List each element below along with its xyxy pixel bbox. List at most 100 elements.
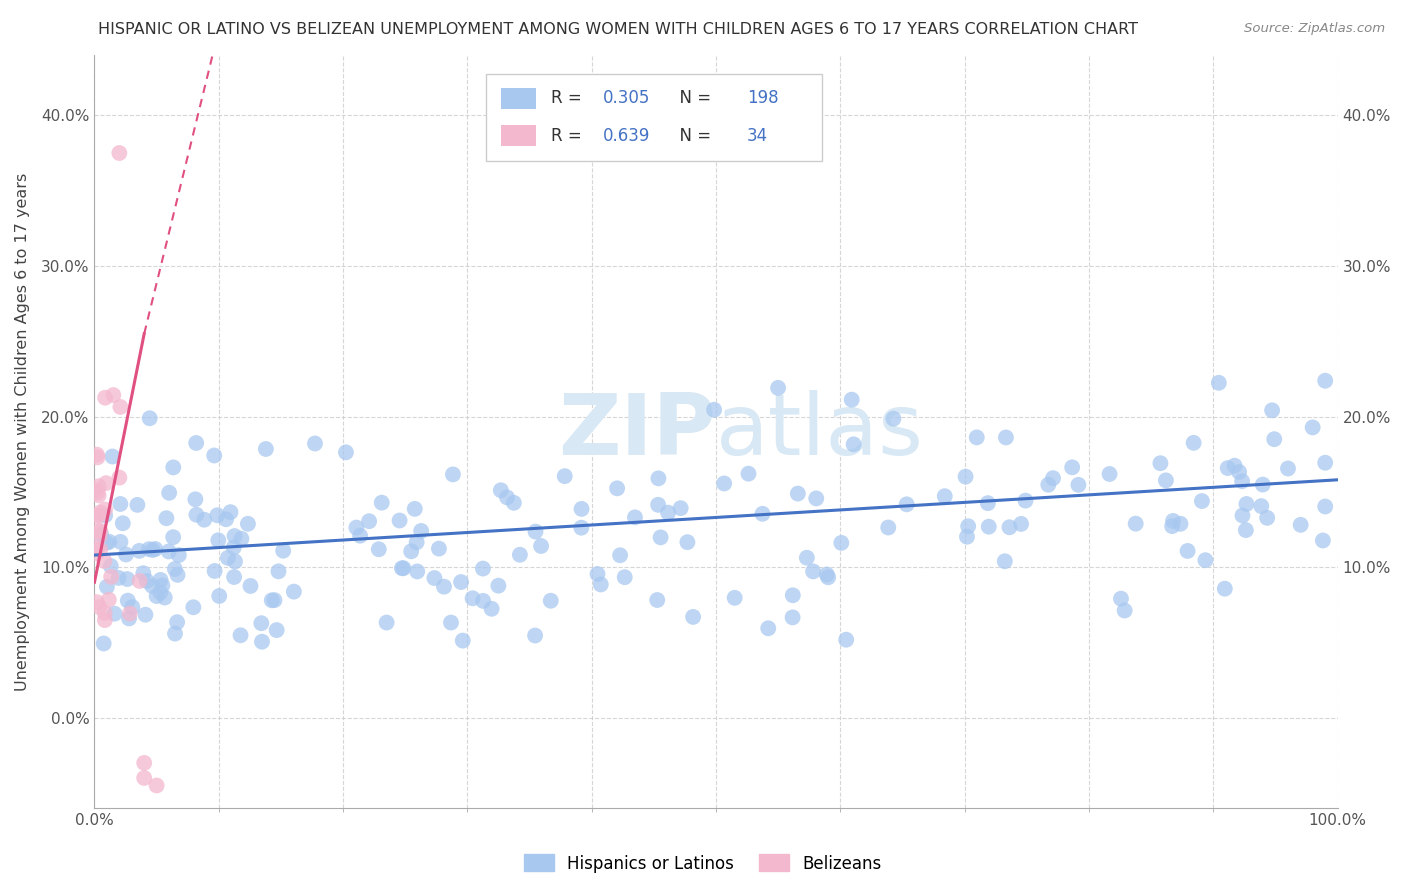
Point	[94, 476, 117, 491]
Point	[782, 588, 804, 602]
Point	[524, 524, 547, 539]
Point	[153, 591, 176, 605]
Point	[86, 485, 108, 500]
Point	[650, 530, 672, 544]
Point	[107, 571, 129, 585]
Point	[713, 476, 735, 491]
Point	[737, 467, 759, 481]
Point	[96, 580, 118, 594]
Point	[86, 595, 108, 609]
Point	[586, 566, 609, 581]
Point	[496, 491, 519, 505]
Point	[101, 450, 124, 464]
Point	[509, 548, 531, 562]
Point	[751, 507, 773, 521]
Point	[157, 485, 180, 500]
Point	[1014, 493, 1036, 508]
Point	[207, 508, 229, 523]
Point	[166, 615, 188, 630]
Point	[1170, 516, 1192, 531]
Text: 198: 198	[747, 89, 779, 107]
Point	[207, 533, 229, 548]
Point	[613, 570, 636, 584]
Point	[141, 579, 163, 593]
Point	[766, 381, 789, 395]
Point	[1098, 467, 1121, 481]
Point	[877, 520, 900, 534]
Text: 0.639: 0.639	[603, 127, 651, 145]
Point	[96, 536, 118, 550]
Point	[756, 621, 779, 635]
Point	[359, 514, 381, 528]
Point	[224, 570, 246, 584]
Point	[472, 594, 495, 608]
Point	[94, 508, 117, 523]
Point	[934, 489, 956, 503]
Point	[215, 512, 238, 526]
Point	[204, 564, 226, 578]
Point	[1261, 403, 1284, 417]
Point	[433, 580, 456, 594]
Point	[440, 615, 463, 630]
Point	[98, 534, 121, 549]
Point	[977, 496, 1000, 510]
Point	[841, 392, 863, 407]
Point	[267, 565, 290, 579]
Point	[89, 505, 111, 519]
Point	[1149, 456, 1171, 470]
Point	[163, 626, 186, 640]
Point	[86, 450, 108, 465]
Point	[266, 623, 288, 637]
Point	[143, 541, 166, 556]
Point	[994, 554, 1017, 568]
Point	[471, 561, 494, 575]
Point	[108, 146, 131, 161]
Point	[1042, 471, 1064, 485]
Point	[998, 520, 1021, 534]
Point	[782, 610, 804, 624]
Point	[669, 501, 692, 516]
FancyBboxPatch shape	[486, 74, 821, 161]
Point	[1315, 456, 1337, 470]
Point	[149, 573, 172, 587]
Point	[93, 636, 115, 650]
Point	[86, 542, 108, 557]
Point	[186, 508, 208, 522]
Point	[224, 529, 246, 543]
Point	[724, 591, 747, 605]
Point	[117, 572, 139, 586]
Point	[1289, 517, 1312, 532]
Point	[157, 544, 180, 558]
Point	[815, 567, 838, 582]
Point	[461, 591, 484, 606]
Point	[97, 592, 120, 607]
Point	[103, 607, 125, 621]
Point	[134, 756, 156, 770]
Point	[87, 524, 110, 538]
Point	[1191, 494, 1213, 508]
Point	[163, 562, 186, 576]
Point	[224, 554, 246, 568]
Point	[250, 616, 273, 631]
Legend: Hispanics or Latinos, Belizeans: Hispanics or Latinos, Belizeans	[517, 847, 889, 880]
Point	[1302, 420, 1324, 434]
Point	[108, 470, 131, 484]
Point	[540, 593, 562, 607]
Point	[166, 567, 188, 582]
Point	[217, 550, 239, 565]
Point	[1208, 376, 1230, 390]
Point	[208, 589, 231, 603]
Point	[1277, 461, 1299, 475]
Point	[1177, 544, 1199, 558]
Point	[569, 521, 592, 535]
Point	[229, 628, 252, 642]
Point	[1062, 460, 1084, 475]
Point	[682, 610, 704, 624]
Point	[134, 607, 156, 622]
Point	[100, 570, 122, 584]
Point	[86, 448, 108, 462]
Point	[1161, 519, 1184, 533]
Text: R =: R =	[551, 127, 586, 145]
Point	[132, 566, 155, 581]
Point	[1227, 465, 1250, 479]
